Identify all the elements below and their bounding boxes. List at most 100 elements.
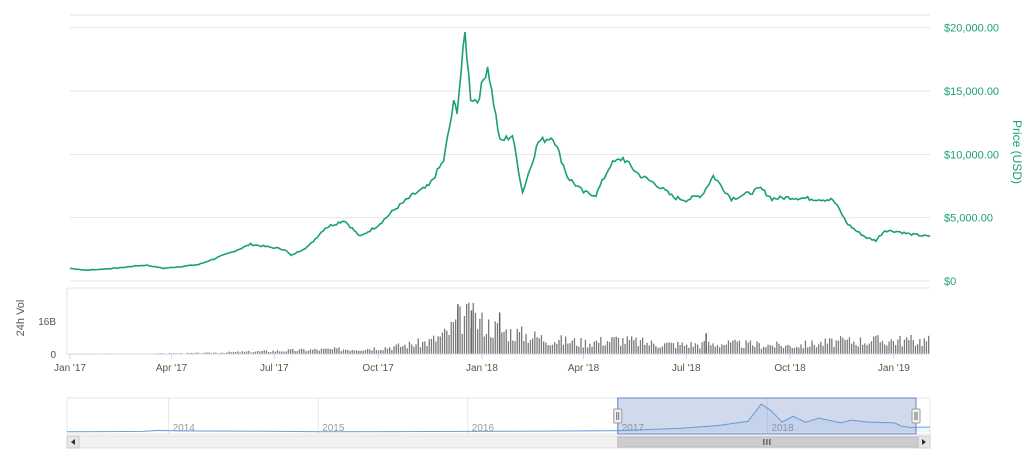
volume-bar <box>386 348 389 354</box>
volume-bar <box>345 349 347 354</box>
volume-bar <box>349 350 351 354</box>
volume-bar <box>593 341 595 354</box>
price-gridlines <box>70 14 930 282</box>
volume-bar <box>767 344 769 354</box>
volume-bar <box>778 343 780 354</box>
volume-bar <box>351 349 353 354</box>
volume-bar <box>250 352 252 354</box>
volume-bars <box>70 302 930 354</box>
price-series-line <box>69 31 931 271</box>
price-tick-label: $10,000.00 <box>944 149 999 161</box>
volume-bar <box>595 340 598 354</box>
volume-bar <box>235 351 237 354</box>
volume-bar <box>659 347 661 354</box>
volume-bar <box>708 341 710 354</box>
navigator-series-area <box>67 404 930 432</box>
volume-bar <box>857 346 859 354</box>
scrollbar[interactable] <box>66 435 931 449</box>
navigator[interactable]: 2014 2015 2016 2017 2018 <box>66 397 931 435</box>
volume-bar <box>741 347 743 354</box>
volume-bar <box>461 333 463 354</box>
volume-bar <box>263 350 265 354</box>
navigator-selected-range[interactable] <box>617 397 917 435</box>
volume-bar <box>378 350 380 354</box>
volume-bar <box>279 351 281 354</box>
volume-bar <box>642 337 644 354</box>
volume-bar <box>215 352 217 354</box>
volume-bar <box>358 350 360 354</box>
volume-bar <box>862 344 864 354</box>
volume-bar <box>496 323 499 354</box>
volume-bar <box>646 342 648 354</box>
volume-bar <box>329 348 331 354</box>
volume-bar <box>556 343 558 354</box>
volume-bar <box>908 340 910 354</box>
volume-bar <box>186 352 188 354</box>
volume-bar <box>921 346 923 354</box>
navigator-selection[interactable] <box>613 397 921 435</box>
volume-bar <box>204 352 206 354</box>
volume-bar <box>611 337 613 354</box>
volume-bar <box>747 342 749 354</box>
volume-axis-ticks: 0 16B <box>38 317 56 361</box>
volume-bar <box>756 341 758 354</box>
volume-bar <box>446 330 448 354</box>
volume-bar <box>576 345 578 354</box>
volume-bar <box>246 351 248 354</box>
navigator-left-handle[interactable] <box>613 408 623 424</box>
volume-bar <box>818 344 820 354</box>
volume-bar <box>569 343 571 354</box>
volume-bar <box>413 346 415 354</box>
volume-bar <box>928 335 930 354</box>
volume-bar <box>829 338 831 354</box>
volume-bar <box>276 350 279 354</box>
scroll-right-button[interactable] <box>917 435 931 449</box>
volume-bar <box>274 351 276 354</box>
volume-bar <box>730 342 732 354</box>
volume-bar <box>336 348 338 354</box>
volume-bar <box>686 344 688 354</box>
volume-bar <box>463 316 466 354</box>
scrollbar-thumb[interactable] <box>617 436 919 448</box>
volume-bar <box>380 349 382 354</box>
volume-bar <box>485 334 488 354</box>
volume-bar <box>710 345 712 354</box>
volume-bar <box>769 345 771 354</box>
scroll-left-button[interactable] <box>66 435 80 449</box>
volume-bar <box>514 341 516 354</box>
scrollbar-thumb-body[interactable] <box>617 436 919 448</box>
volume-bar <box>455 319 457 354</box>
volume-bar <box>549 345 551 354</box>
volume-bar <box>503 331 505 354</box>
volume-bar <box>558 340 560 354</box>
volume-bar <box>400 347 402 354</box>
volume-bar <box>633 340 635 354</box>
volume-bar <box>712 343 714 354</box>
volume-bar <box>732 340 734 354</box>
volume-bar <box>318 350 320 354</box>
volume-bar <box>668 342 670 354</box>
volume-bar <box>631 336 633 354</box>
volume-bar <box>780 346 782 354</box>
volume-bar <box>221 352 224 354</box>
volume-bar <box>298 349 301 354</box>
volume-bar <box>868 343 870 354</box>
volume-bar <box>307 350 309 354</box>
price-tick-label: $20,000.00 <box>944 23 999 35</box>
volume-bar <box>910 334 912 354</box>
volume-bar <box>382 350 384 354</box>
volume-bar <box>479 318 481 354</box>
volume-bar <box>419 347 422 354</box>
volume-bar <box>600 336 602 354</box>
volume-bar <box>771 345 774 354</box>
navigator-right-handle[interactable] <box>911 408 921 424</box>
volume-bar <box>820 341 822 354</box>
volume-bar <box>903 339 906 354</box>
volume-bar <box>697 344 699 354</box>
volume-bar <box>347 349 349 354</box>
volume-bar <box>716 344 719 354</box>
volume-bar <box>540 335 543 354</box>
volume-bar <box>516 328 518 354</box>
volume-bar <box>270 352 272 354</box>
